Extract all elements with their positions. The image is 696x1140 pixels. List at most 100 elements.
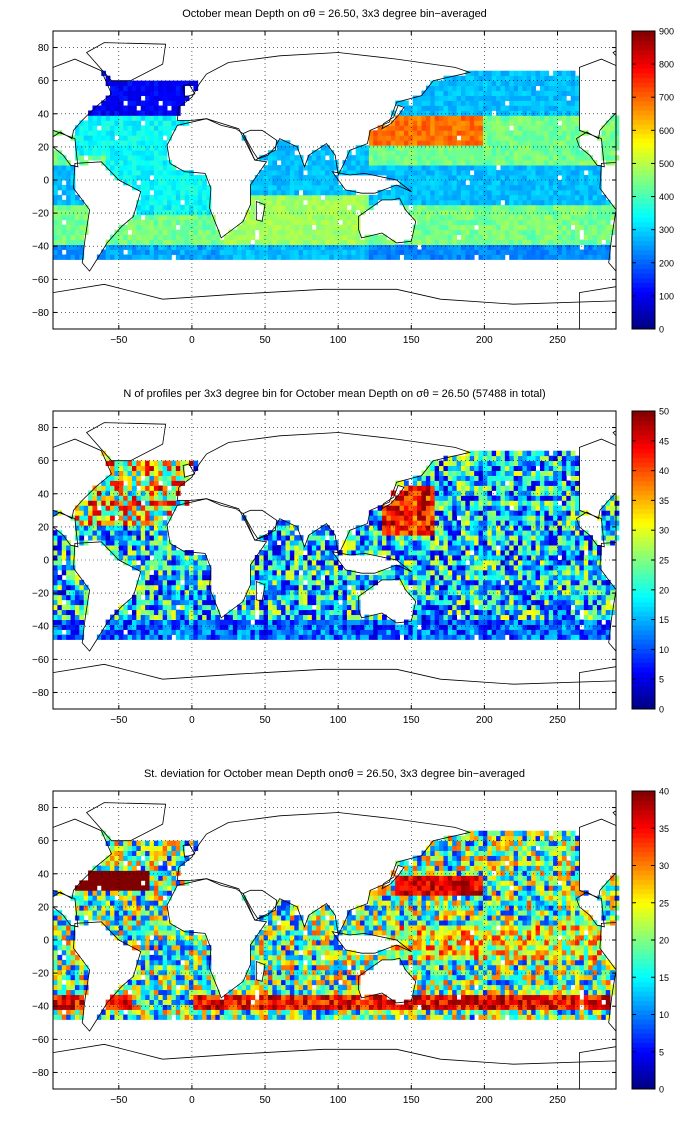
data-bin [254, 239, 260, 245]
data-bin [487, 209, 493, 216]
data-bin [127, 239, 133, 245]
data-bin [368, 249, 374, 255]
data-bin [561, 219, 567, 226]
data-bin [417, 550, 422, 556]
data-bin [390, 175, 396, 181]
data-bin [425, 495, 431, 501]
data-bin [294, 254, 300, 260]
data-bin [145, 249, 150, 255]
data-bin [373, 525, 379, 531]
data-bin [180, 480, 186, 486]
data-bin [149, 545, 155, 551]
data-bin [167, 609, 172, 616]
data-bin [421, 540, 427, 546]
data-bin [131, 530, 137, 536]
data-bin [390, 125, 396, 131]
data-bin [518, 100, 523, 106]
data-bin [298, 244, 304, 250]
data-bin [110, 95, 115, 101]
data-bin [403, 130, 409, 136]
data-bin [403, 204, 409, 211]
data-bin [320, 569, 326, 576]
data-bin [496, 160, 501, 166]
data-bin [92, 120, 98, 126]
data-bin [338, 204, 343, 211]
data-bin [320, 614, 326, 620]
data-bin [601, 135, 607, 141]
data-bin [390, 130, 396, 136]
data-bin [320, 155, 326, 161]
data-bin [131, 545, 137, 551]
data-bin [364, 194, 370, 201]
data-bin [241, 609, 247, 616]
data-bin [123, 125, 128, 131]
data-bin [118, 160, 124, 166]
data-bin [588, 165, 594, 171]
data-bin [329, 184, 335, 191]
data-bin [412, 525, 418, 531]
data-bin [408, 560, 414, 566]
data-bin [513, 180, 519, 186]
data-bin [57, 229, 63, 236]
data-bin [465, 75, 471, 82]
data-bin [509, 135, 515, 141]
data-bin [272, 209, 278, 216]
data-bin [518, 95, 523, 101]
data-bin [250, 249, 256, 255]
data-bin [390, 155, 396, 161]
data-bin [53, 224, 58, 231]
data-bin [474, 95, 479, 101]
data-bin [377, 189, 383, 196]
data-bin [215, 619, 221, 625]
data-bin [487, 135, 493, 141]
data-bin [373, 535, 379, 541]
data-bin [101, 490, 107, 496]
data-bin [566, 155, 572, 161]
data-bin [526, 244, 532, 250]
data-bin [189, 560, 194, 566]
data-bin [469, 175, 475, 181]
data-bin [421, 624, 427, 630]
data-bin [53, 180, 58, 186]
data-bin [500, 160, 506, 166]
data-bin [333, 254, 339, 260]
data-bin [101, 505, 107, 511]
data-bin [303, 204, 308, 211]
data-bin [175, 85, 181, 91]
data-bin [474, 180, 479, 186]
data-bin [281, 594, 286, 601]
data-bin [131, 239, 137, 245]
data-bin [570, 254, 576, 260]
data-bin [408, 165, 414, 171]
data-bin [482, 229, 488, 236]
data-bin [184, 244, 190, 250]
data-bin [70, 239, 76, 245]
data-bin [395, 569, 400, 576]
data-bin [412, 550, 418, 556]
data-bin [162, 465, 168, 471]
data-bin [443, 115, 449, 121]
data-bin [504, 95, 510, 101]
data-bin [425, 254, 431, 260]
data-bin [373, 574, 379, 581]
data-bin [101, 520, 107, 526]
data-bin [346, 599, 352, 606]
data-bin [114, 100, 120, 106]
data-bin [513, 219, 519, 226]
data-bin [469, 249, 475, 255]
data-bin [149, 500, 155, 506]
data-bin [197, 229, 203, 236]
data-bin [465, 95, 471, 101]
data-bin [136, 614, 142, 620]
colorbar-tick-label: 600 [659, 126, 674, 136]
data-bin [118, 135, 124, 141]
data-bin [399, 510, 405, 516]
data-bin [57, 155, 63, 161]
data-bin [267, 599, 273, 606]
data-bin [539, 204, 545, 211]
data-bin [504, 224, 510, 231]
data-bin [548, 130, 554, 136]
data-bin [487, 244, 493, 250]
data-bin [184, 239, 190, 245]
data-bin [136, 515, 142, 521]
